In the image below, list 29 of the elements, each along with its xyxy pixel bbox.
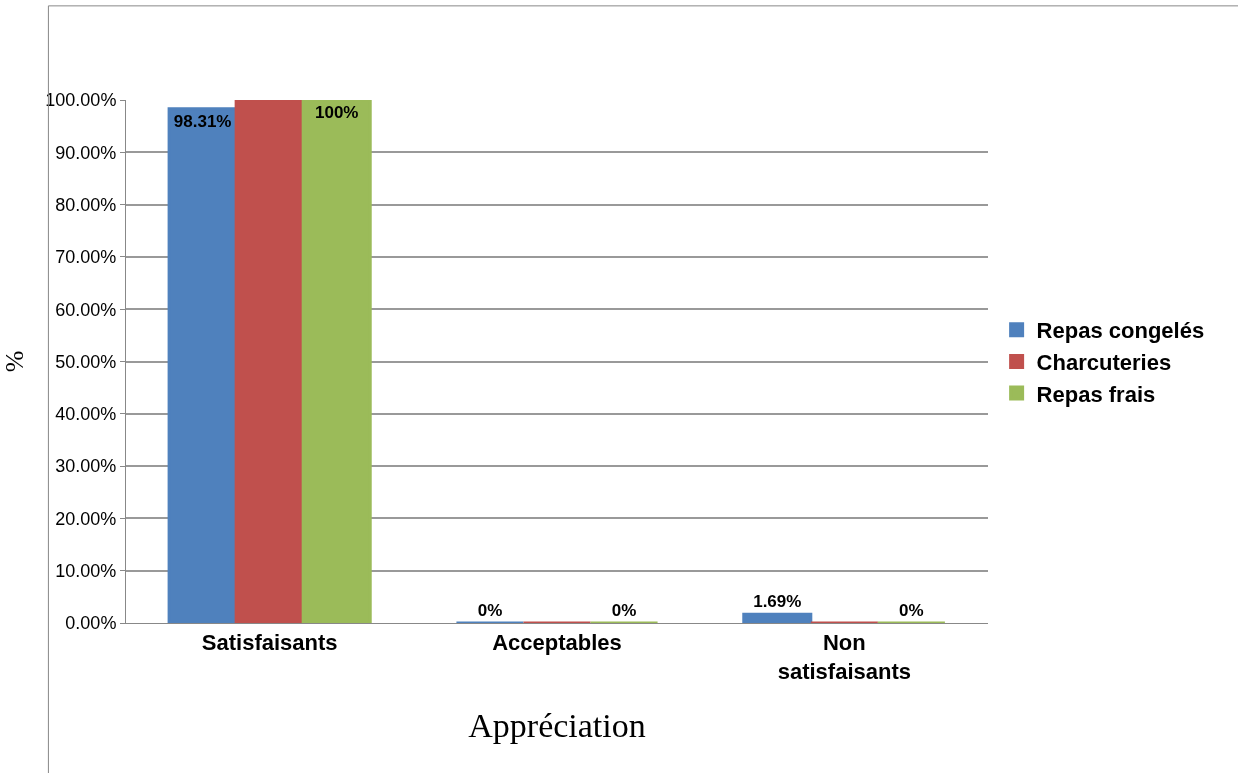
y-tick-label: 70.00% [55, 247, 117, 268]
y-tick-label: 50.00% [55, 351, 117, 372]
y-tick-label: 30.00% [55, 456, 117, 477]
x-tick-label: Satisfaisants [201, 630, 338, 656]
y-tick-label: 100.00% [45, 90, 117, 111]
data-label: 1.69% [753, 592, 802, 612]
data-label: 98.31% [173, 111, 232, 131]
y-tick-label: 10.00% [55, 561, 117, 581]
y-tick-label: 90.00% [55, 142, 117, 163]
legend-label: Repas congelés [1036, 318, 1205, 344]
data-label: 0% [611, 601, 637, 620]
y-tick-label: 80.00% [55, 194, 117, 215]
data-label: 0% [477, 601, 503, 620]
y-axis-title: % [0, 350, 29, 373]
data-label: 100% [314, 103, 359, 122]
bar [167, 107, 238, 623]
x-tick-label: Acceptables [492, 630, 622, 656]
y-tick-label: 20.00% [55, 508, 117, 529]
y-tick-label: 40.00% [55, 404, 117, 425]
bar [301, 100, 372, 623]
data-label: 0% [899, 601, 924, 620]
bar [742, 612, 813, 623]
legend-label: Charcuteries [1036, 349, 1172, 375]
x-tick-label: Non satisfaisants [777, 630, 911, 684]
bar [234, 100, 305, 623]
y-tick-label: 60.00% [55, 299, 117, 320]
y-tick-label: 0.00% [65, 613, 117, 634]
x-axis-title: Appréciation [468, 707, 646, 745]
legend-label: Repas frais [1036, 381, 1156, 407]
